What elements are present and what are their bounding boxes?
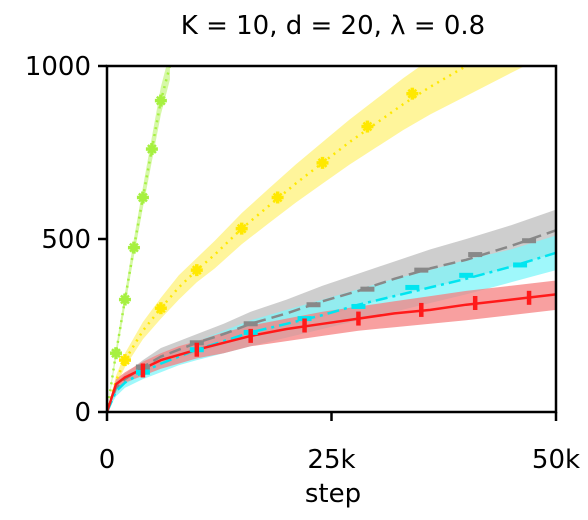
y-tick-label: 0: [74, 398, 91, 428]
series-0-marker: [127, 241, 140, 254]
series-markers: [109, 87, 537, 378]
axis-ticks: 0 500 1000 0 25k 50k: [25, 52, 580, 475]
x-axis-label: step: [305, 479, 361, 509]
series-1-marker: [406, 87, 419, 100]
chart-title: K = 10, d = 20, λ = 0.8: [181, 11, 485, 41]
x-tick-label: 0: [99, 445, 116, 475]
y-tick-label: 500: [41, 225, 91, 255]
series-0-marker: [154, 94, 167, 107]
series-1-marker: [316, 156, 329, 169]
y-tick-label: 1000: [25, 52, 91, 82]
series-1-marker: [361, 120, 374, 133]
series-1-marker: [190, 264, 203, 277]
x-tick-label: 50k: [532, 445, 580, 475]
series-1-marker: [154, 302, 167, 315]
series-1-marker: [235, 222, 248, 235]
series-3-line: [107, 251, 556, 412]
series-0-marker: [109, 347, 122, 360]
series-4-band: [107, 280, 556, 412]
series-1-marker: [118, 354, 131, 367]
series-0-marker: [145, 143, 158, 156]
series-0-marker: [118, 293, 131, 306]
series-1-marker: [271, 191, 284, 204]
x-tick-label: 25k: [307, 445, 355, 475]
series-0-marker: [136, 191, 149, 204]
